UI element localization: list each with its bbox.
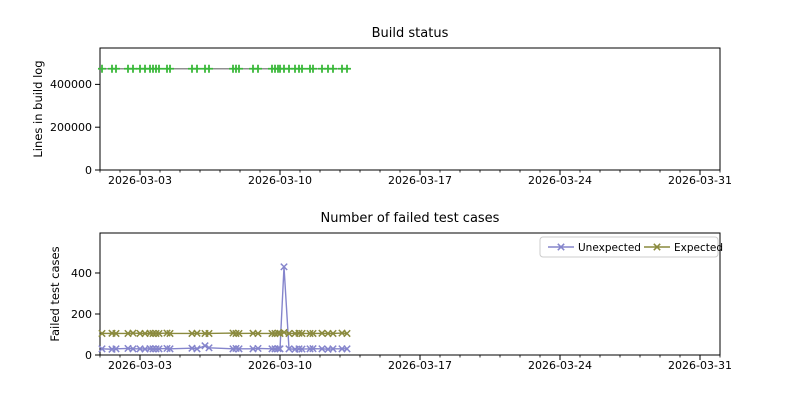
data-point-marker bbox=[98, 64, 106, 73]
data-point-marker bbox=[268, 345, 276, 353]
y-tick-label: 200 bbox=[71, 308, 92, 321]
x-tick-label: 2026-03-24 bbox=[528, 359, 592, 372]
unexpected-markers bbox=[98, 263, 351, 353]
data-point-marker bbox=[343, 345, 351, 353]
data-point-marker bbox=[112, 64, 120, 73]
x-tick-label: 2026-03-10 bbox=[248, 174, 312, 187]
data-point-marker bbox=[285, 345, 293, 353]
x-tick-label: 2026-03-03 bbox=[108, 359, 172, 372]
data-point-marker bbox=[193, 329, 201, 337]
data-point-marker bbox=[329, 345, 337, 353]
data-point-marker bbox=[298, 64, 306, 73]
legend-box bbox=[539, 236, 719, 258]
data-point-marker bbox=[329, 64, 337, 73]
data-point-marker bbox=[201, 342, 209, 350]
data-point-marker bbox=[235, 64, 243, 73]
y-axis-label-failed-test-cases: Failed test cases bbox=[48, 246, 62, 342]
y-axis-label-lines-in-build-log: Lines in build log bbox=[31, 60, 45, 158]
legend: Unexpected Expected bbox=[539, 236, 723, 258]
data-point-marker bbox=[268, 329, 276, 338]
y-tick-label: 200000 bbox=[50, 121, 92, 134]
data-point-marker bbox=[129, 345, 137, 353]
x-tick-label: 2026-03-17 bbox=[388, 174, 452, 187]
data-point-marker bbox=[295, 345, 303, 353]
data-point-marker bbox=[146, 329, 154, 337]
data-point-marker bbox=[129, 329, 137, 337]
chart-title-failed-test-cases: Number of failed test cases bbox=[320, 211, 500, 226]
data-point-marker bbox=[193, 64, 201, 73]
plot-frame bbox=[99, 47, 721, 171]
data-point-marker bbox=[254, 344, 262, 353]
expected-markers bbox=[98, 328, 351, 338]
data-point-marker bbox=[98, 329, 106, 338]
legend-entry-expected: Expected bbox=[644, 242, 723, 254]
data-point-marker bbox=[235, 345, 243, 353]
data-point-marker bbox=[285, 329, 293, 338]
x-tick-label: 2026-03-31 bbox=[668, 359, 732, 372]
data-point-marker bbox=[112, 345, 120, 353]
data-point-marker bbox=[149, 345, 157, 353]
data-point-marker bbox=[309, 344, 317, 353]
y-tick-label: 400 bbox=[71, 267, 92, 280]
data-point-marker bbox=[146, 344, 154, 353]
data-point-marker bbox=[306, 329, 314, 338]
data-point-marker bbox=[193, 345, 201, 353]
lines-in-build-log-markers bbox=[98, 64, 351, 73]
data-point-marker bbox=[112, 329, 120, 338]
data-point-marker bbox=[274, 344, 282, 353]
x-tick-label: 2026-03-31 bbox=[668, 174, 732, 187]
y-tick-label: 0 bbox=[85, 349, 92, 362]
data-point-marker bbox=[309, 329, 317, 338]
data-point-marker bbox=[166, 345, 174, 353]
data-point-marker bbox=[129, 64, 137, 73]
data-point-marker bbox=[280, 263, 288, 271]
data-point-marker bbox=[329, 329, 337, 338]
data-point-marker bbox=[254, 64, 262, 73]
data-point-marker bbox=[343, 329, 351, 338]
data-point-marker bbox=[295, 329, 303, 337]
chart-title-build-status: Build status bbox=[371, 26, 449, 41]
y-tick-label: 400000 bbox=[50, 78, 92, 91]
data-point-marker bbox=[274, 329, 282, 337]
data-point-marker bbox=[276, 345, 284, 353]
data-point-marker bbox=[306, 345, 314, 353]
data-point-marker bbox=[318, 329, 326, 337]
data-point-marker bbox=[152, 345, 160, 353]
chart-1: 2026-03-03 2026-03-10 2026-03-17 2026-03-24… bbox=[71, 232, 732, 372]
legend-entry-unexpected: Unexpected bbox=[548, 242, 641, 254]
data-point-marker bbox=[309, 64, 317, 73]
data-point-marker bbox=[232, 329, 240, 338]
data-point-marker bbox=[155, 329, 163, 338]
x-tick-label: 2026-03-03 bbox=[108, 174, 172, 187]
data-point-marker bbox=[318, 345, 326, 353]
data-point-marker bbox=[149, 329, 157, 338]
data-point-marker bbox=[98, 345, 106, 353]
data-point-marker bbox=[152, 329, 160, 338]
data-point-marker bbox=[155, 64, 163, 73]
data-point-marker bbox=[205, 64, 213, 73]
legend-label-unexpected: Unexpected bbox=[578, 242, 641, 254]
data-point-marker bbox=[343, 64, 351, 73]
data-point-marker bbox=[155, 345, 163, 353]
data-point-marker bbox=[298, 345, 306, 353]
x-tick-label: 2026-03-17 bbox=[388, 359, 452, 372]
data-point-marker bbox=[235, 329, 243, 338]
data-point-marker bbox=[205, 329, 213, 338]
data-point-marker bbox=[166, 64, 174, 73]
data-point-marker bbox=[298, 329, 306, 338]
data-point-marker bbox=[166, 329, 174, 338]
y-tick-label: 0 bbox=[85, 164, 92, 177]
chart-0: 2026-03-03 2026-03-10 2026-03-17 2026-03-24… bbox=[50, 47, 732, 187]
legend-label-expected: Expected bbox=[674, 242, 723, 254]
legend-marker-x-icon bbox=[557, 243, 565, 251]
legend-marker-x-icon bbox=[653, 243, 661, 251]
x-tick-label: 2026-03-10 bbox=[248, 359, 312, 372]
x-tick-label: 2026-03-24 bbox=[528, 174, 592, 187]
data-point-marker bbox=[254, 329, 262, 338]
data-point-marker bbox=[205, 344, 213, 352]
